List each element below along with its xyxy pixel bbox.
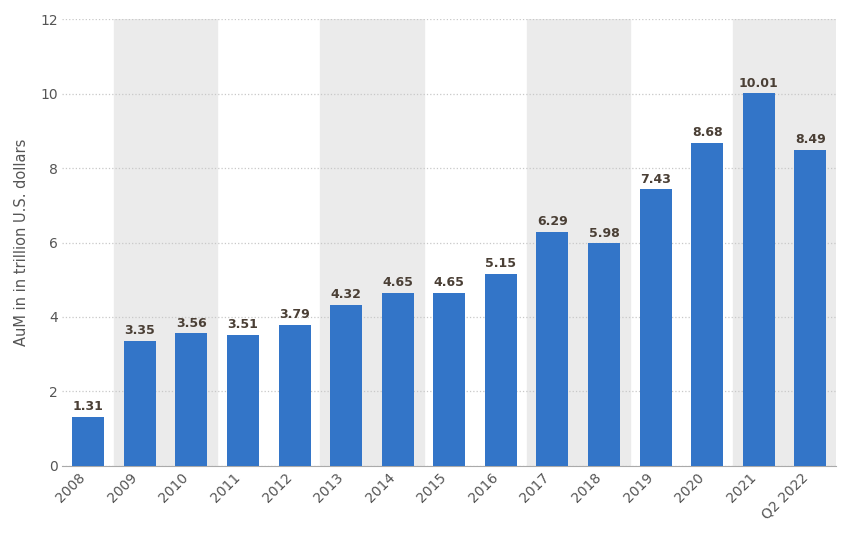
Bar (279, 325, 310, 466)
Bar (382, 293, 414, 466)
Text: 4.32: 4.32 (331, 288, 361, 301)
Bar (536, 232, 569, 466)
Bar (434, 293, 465, 466)
Y-axis label: AuM in in trillion U.S. dollars: AuM in in trillion U.S. dollars (14, 139, 29, 346)
Text: 10.01: 10.01 (739, 77, 779, 90)
Bar (588, 243, 620, 466)
Bar (733, 19, 836, 466)
Text: 3.56: 3.56 (176, 317, 207, 330)
Bar (743, 93, 774, 466)
Text: 3.79: 3.79 (279, 308, 310, 321)
Text: 5.15: 5.15 (485, 257, 516, 270)
Bar (175, 333, 207, 466)
Bar (795, 150, 826, 466)
Text: 4.65: 4.65 (434, 276, 465, 289)
Bar (484, 274, 517, 466)
Text: 3.35: 3.35 (124, 324, 156, 337)
Text: 8.68: 8.68 (692, 126, 722, 139)
Text: 7.43: 7.43 (640, 173, 671, 185)
Bar (72, 417, 105, 466)
Text: 6.29: 6.29 (537, 215, 568, 228)
Bar (527, 19, 630, 466)
Bar (691, 143, 723, 466)
Bar (330, 305, 362, 466)
Bar (227, 335, 259, 466)
Bar (320, 19, 423, 466)
Text: 4.65: 4.65 (382, 276, 413, 289)
Bar (124, 341, 156, 466)
Bar (639, 189, 672, 466)
Text: 5.98: 5.98 (589, 227, 620, 240)
Text: 8.49: 8.49 (795, 133, 825, 146)
Text: 1.31: 1.31 (73, 400, 104, 413)
Text: 3.51: 3.51 (228, 318, 258, 331)
Bar (114, 19, 218, 466)
